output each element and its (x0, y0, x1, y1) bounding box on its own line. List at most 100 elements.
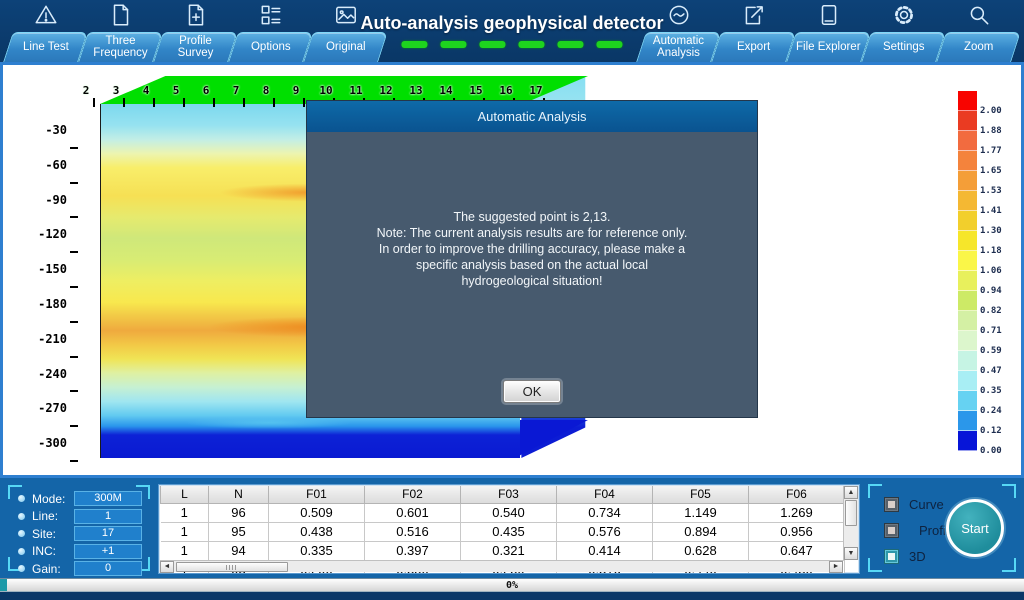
table-cell: 0.335 (268, 541, 365, 561)
table-cell: 0.414 (556, 541, 653, 561)
table-cell: 0.956 (748, 522, 845, 542)
color-scale-value: 1.41 (980, 206, 1002, 216)
param-row: Mode: 300M (18, 491, 142, 506)
dialog-titlebar[interactable]: Automatic Analysis (307, 101, 757, 132)
color-scale-cell: 0.71 (958, 311, 1002, 336)
table-cell: 0.509 (268, 503, 365, 523)
depth-axis-tick-label: -30 (21, 123, 78, 158)
tab-automatic-analysis[interactable]: Automatic Analysis (636, 0, 721, 62)
tab-profile-survey[interactable]: Profile Survey (153, 0, 238, 62)
vertical-scrollbar[interactable]: ▲ ▼ (843, 486, 858, 560)
depth-axis-tick-label: -300 (21, 436, 78, 471)
scroll-left-button[interactable]: ◄ (160, 560, 174, 573)
progress-dashes (401, 41, 623, 48)
header-center: Auto-analysis geophysical detector (360, 13, 664, 48)
view-option-checkbox[interactable]: Curve (884, 494, 956, 514)
scroll-down-button[interactable]: ▼ (844, 547, 858, 560)
document-plus-icon (183, 0, 209, 30)
color-scale-value: 0.94 (980, 286, 1002, 296)
x-axis-tick-label: 6 (202, 84, 210, 97)
x-axis-tick-label: 10 (319, 84, 333, 97)
tab-label: Settings (882, 41, 925, 54)
table-cell: 95 (208, 522, 269, 542)
x-axis-tick-label: 9 (292, 84, 300, 97)
depth-axis-tick-label: -120 (21, 227, 78, 262)
param-row: Gain: 0 (18, 561, 142, 576)
depth-axis-tick-label: -180 (21, 297, 78, 332)
pulse-circle-icon (666, 0, 692, 30)
color-scale-cell: 1.53 (958, 171, 1002, 196)
color-scale-cell: 1.65 (958, 151, 1002, 176)
color-scale-value: 1.77 (980, 146, 1002, 156)
color-scale-value: 1.06 (980, 266, 1002, 276)
param-value-field[interactable]: +1 (74, 543, 142, 559)
horizontal-scroll-thumb[interactable] (176, 561, 288, 572)
x-axis-labels: 2 3 4 5 6 7 8 9 10 11 12 13 14 15 16 17 (71, 84, 551, 97)
table-column-header: F02 (364, 486, 461, 504)
bullet-icon (18, 530, 25, 537)
table-cell: 0.438 (268, 522, 365, 542)
footer-strip (0, 592, 1024, 600)
green-dash (401, 41, 428, 48)
x-axis-tick (259, 98, 289, 107)
color-scale-cell: 1.41 (958, 191, 1002, 216)
checkbox-icon (884, 522, 899, 538)
bullet-icon (18, 547, 25, 555)
table-column-header: F03 (460, 486, 557, 504)
table-header-row: L N F01 F02 F03 F04 F05 F06 (160, 486, 845, 504)
table-cell: 1.149 (652, 503, 749, 523)
x-axis-tick-label: 13 (409, 84, 423, 97)
table-cell: 0.540 (460, 503, 557, 523)
param-value-field[interactable]: 1 (74, 508, 142, 524)
table-cell: 0.397 (364, 541, 461, 561)
bullet-icon (18, 512, 25, 520)
table-cell: 0.734 (556, 503, 653, 523)
tab-three-frequency[interactable]: Three Frequency (78, 0, 163, 62)
view-option-checkbox[interactable]: 3D (884, 546, 956, 566)
tab-line-test[interactable]: Line Test (3, 0, 88, 62)
tab-file-explorer[interactable]: File Explorer (786, 0, 871, 62)
table-cell: 0.894 (652, 522, 749, 542)
dialog-title: Automatic Analysis (477, 109, 587, 124)
progress-bar: 0% (0, 578, 1024, 592)
scroll-up-button[interactable]: ▲ (844, 486, 858, 499)
table-cell: 94 (208, 541, 269, 561)
param-value-field[interactable]: 17 (74, 526, 142, 541)
table-column-header: F06 (748, 486, 845, 504)
param-value-field[interactable]: 0 (74, 561, 142, 576)
tab-original[interactable]: Original (303, 0, 388, 62)
green-dash (557, 41, 584, 48)
vertical-scroll-thumb[interactable] (845, 500, 857, 526)
tab-settings[interactable]: Settings (861, 0, 946, 62)
table-cell: 0.321 (460, 541, 557, 561)
depth-axis-labels: -30 -60 -90 -120 -150 -180 -210 -240 -270 -300 (21, 123, 78, 471)
table-row: 1 96 0.509 0.601 0.540 0.734 1.149 1.269 (160, 503, 845, 523)
param-value-field[interactable]: 300M (74, 491, 142, 506)
color-scale-cell: 0.59 (958, 331, 1002, 356)
x-axis-tick (79, 98, 109, 107)
tab-zoom[interactable]: Zoom (936, 0, 1021, 62)
color-scale-cell: 0.94 (958, 271, 1002, 296)
scroll-right-button[interactable]: ► (829, 560, 843, 573)
color-scale-value: 1.30 (980, 226, 1002, 236)
tab-label: Automatic Analysis (652, 35, 704, 60)
x-axis-tick-label: 14 (439, 84, 453, 97)
tab-label: Options (250, 41, 291, 54)
color-scale-value: 2.00 (980, 106, 1002, 116)
tab-export[interactable]: Export (711, 0, 796, 62)
color-scale-value: 0.12 (980, 426, 1002, 436)
start-button[interactable]: Start (946, 499, 1004, 557)
color-scale-value: 0.82 (980, 306, 1002, 316)
color-scale-value: 1.18 (980, 246, 1002, 256)
tab-options[interactable]: Options (228, 0, 313, 62)
dialog-message: The suggested point is 2,13. Note: The c… (307, 132, 757, 289)
horizontal-scrollbar[interactable]: ◄ ► (160, 560, 843, 573)
color-scale-cell: 2.00 (958, 91, 1002, 116)
x-axis-tick-label: 17 (529, 84, 543, 97)
app-title: Auto-analysis geophysical detector (360, 13, 664, 33)
dialog-message-body: Note: The current analysis results are f… (376, 226, 688, 288)
ok-button[interactable]: OK (503, 380, 561, 403)
x-axis-tick (229, 98, 259, 107)
x-axis-tick (289, 98, 319, 107)
x-axis-tick-label: 11 (349, 84, 363, 97)
